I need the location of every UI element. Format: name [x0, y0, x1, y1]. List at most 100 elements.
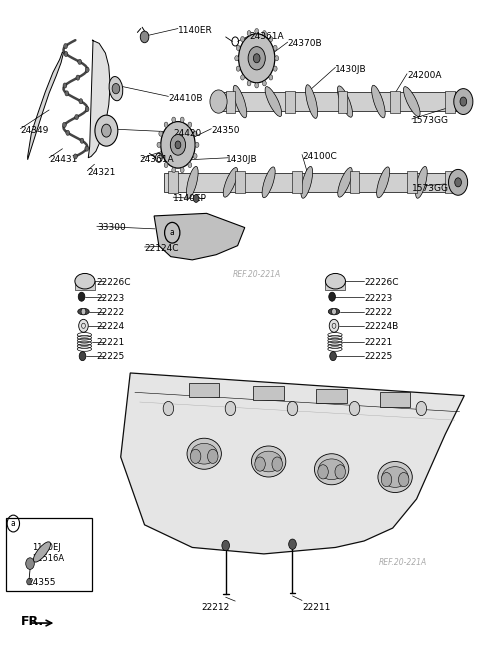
Text: 22222: 22222: [364, 308, 392, 317]
Ellipse shape: [328, 308, 340, 315]
Circle shape: [193, 195, 199, 202]
Circle shape: [236, 66, 240, 71]
Text: 22225: 22225: [364, 352, 392, 361]
Ellipse shape: [319, 459, 345, 480]
Circle shape: [349, 401, 360, 415]
Circle shape: [416, 401, 427, 415]
Circle shape: [180, 167, 184, 173]
Text: 1430JB: 1430JB: [226, 155, 257, 164]
Bar: [235, 171, 245, 193]
Circle shape: [235, 56, 239, 61]
Bar: [325, 281, 346, 289]
Ellipse shape: [233, 85, 247, 118]
Ellipse shape: [416, 166, 427, 198]
Circle shape: [172, 167, 176, 173]
Text: 24361A: 24361A: [140, 155, 174, 164]
Bar: [390, 91, 400, 112]
Ellipse shape: [381, 472, 392, 487]
Bar: [6, 519, 92, 591]
Text: FR.: FR.: [21, 615, 44, 628]
Circle shape: [332, 308, 336, 315]
Circle shape: [64, 51, 68, 56]
Bar: [380, 393, 410, 406]
Circle shape: [159, 131, 163, 136]
Circle shape: [269, 75, 273, 80]
Circle shape: [225, 401, 236, 415]
Circle shape: [140, 31, 149, 43]
Polygon shape: [120, 373, 464, 554]
Text: 22222: 22222: [97, 308, 125, 317]
Circle shape: [188, 162, 192, 167]
Ellipse shape: [75, 273, 95, 289]
Bar: [350, 171, 360, 193]
Ellipse shape: [252, 446, 286, 477]
Text: 24370B: 24370B: [288, 39, 323, 48]
Ellipse shape: [186, 166, 198, 198]
Bar: [75, 281, 95, 289]
Ellipse shape: [314, 454, 349, 485]
Ellipse shape: [404, 86, 420, 116]
Ellipse shape: [78, 308, 89, 315]
Text: 24410B: 24410B: [168, 94, 203, 103]
Circle shape: [80, 138, 84, 143]
Polygon shape: [28, 52, 63, 160]
Ellipse shape: [325, 273, 346, 289]
Circle shape: [175, 141, 181, 149]
Ellipse shape: [378, 461, 412, 493]
Circle shape: [454, 89, 473, 114]
Circle shape: [164, 122, 168, 127]
Circle shape: [460, 97, 467, 106]
Circle shape: [193, 153, 197, 158]
Circle shape: [188, 122, 192, 127]
Text: 22226C: 22226C: [97, 278, 132, 287]
Circle shape: [164, 162, 168, 167]
Circle shape: [79, 99, 83, 104]
Text: 24350: 24350: [211, 126, 240, 135]
Ellipse shape: [335, 465, 346, 479]
Text: a: a: [170, 228, 175, 238]
Ellipse shape: [109, 77, 123, 101]
Circle shape: [263, 80, 266, 86]
Circle shape: [180, 117, 184, 122]
Text: 24321: 24321: [87, 168, 116, 177]
Ellipse shape: [223, 167, 238, 197]
Ellipse shape: [372, 85, 385, 118]
Circle shape: [81, 308, 86, 315]
Polygon shape: [154, 214, 245, 260]
Ellipse shape: [382, 467, 408, 487]
Circle shape: [195, 142, 199, 147]
Circle shape: [273, 66, 277, 71]
Text: 1140ER: 1140ER: [178, 26, 213, 35]
Ellipse shape: [318, 465, 328, 479]
Text: 33300: 33300: [97, 223, 126, 232]
Ellipse shape: [262, 167, 275, 198]
Bar: [445, 91, 455, 112]
Circle shape: [75, 114, 79, 119]
Circle shape: [79, 319, 88, 332]
Circle shape: [236, 45, 240, 51]
Text: 24349: 24349: [21, 126, 49, 135]
Ellipse shape: [398, 472, 409, 487]
Circle shape: [273, 45, 277, 51]
Circle shape: [269, 36, 273, 42]
Ellipse shape: [306, 85, 318, 118]
Bar: [253, 386, 284, 400]
Circle shape: [64, 43, 68, 49]
Ellipse shape: [337, 86, 352, 117]
Circle shape: [85, 67, 89, 72]
Bar: [226, 91, 235, 112]
Circle shape: [222, 541, 229, 551]
Ellipse shape: [255, 457, 265, 471]
Circle shape: [240, 75, 244, 80]
Text: 24361A: 24361A: [250, 32, 284, 42]
Circle shape: [448, 169, 468, 195]
Circle shape: [275, 56, 279, 61]
Bar: [316, 389, 347, 403]
Bar: [338, 91, 348, 112]
Text: 24100C: 24100C: [302, 152, 337, 161]
Text: 22223: 22223: [97, 294, 125, 303]
Circle shape: [65, 91, 69, 96]
Text: a: a: [11, 519, 16, 528]
Ellipse shape: [265, 86, 282, 116]
Circle shape: [288, 539, 296, 550]
